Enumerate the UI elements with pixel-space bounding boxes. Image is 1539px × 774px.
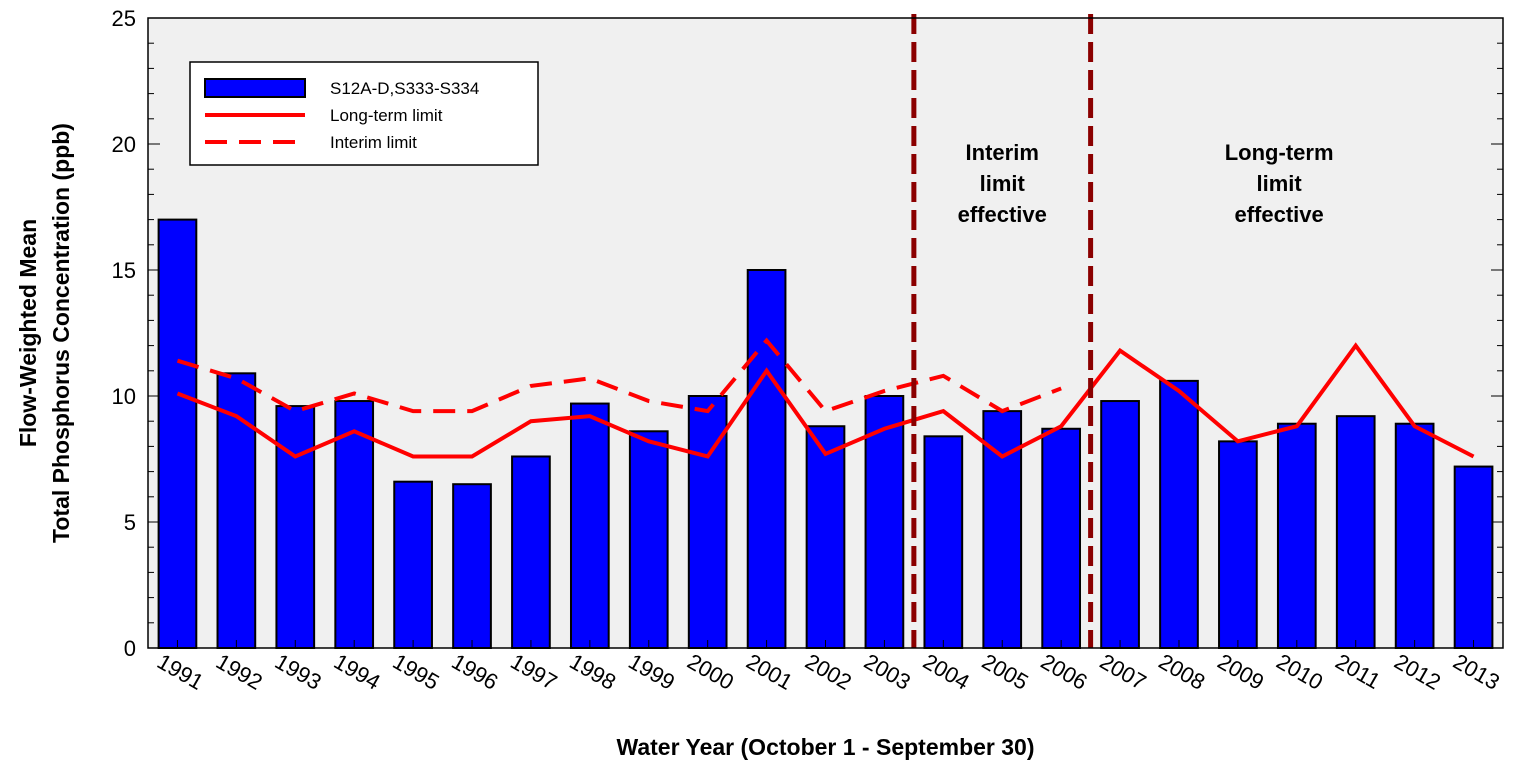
bar bbox=[746, 269, 787, 649]
bar bbox=[569, 402, 610, 649]
x-tick-label: 2010 bbox=[1272, 649, 1327, 695]
y-axis-title: Total Phosphorus Concentration (ppb) bbox=[48, 123, 74, 543]
line bbox=[176, 342, 1475, 459]
bar bbox=[275, 405, 316, 649]
x-tick-label: 2002 bbox=[801, 649, 856, 695]
y-tick-label: 0 bbox=[124, 636, 136, 661]
bar bbox=[628, 430, 669, 649]
bar bbox=[864, 395, 905, 649]
x-tick-label: 1997 bbox=[506, 649, 561, 695]
x-tick-label: 2006 bbox=[1037, 649, 1092, 695]
legend-label: S12A-D,S333-S334 bbox=[330, 79, 479, 98]
annotation: Long-term bbox=[1225, 140, 1334, 165]
annotation: effective bbox=[958, 202, 1047, 227]
bar bbox=[1218, 440, 1258, 649]
x-tick-label: 2001 bbox=[742, 649, 797, 695]
bar bbox=[452, 483, 492, 650]
bar bbox=[334, 400, 375, 650]
x-tick-label: 1994 bbox=[330, 649, 385, 695]
bar bbox=[157, 218, 198, 649]
x-tick-label: 1998 bbox=[565, 649, 620, 695]
y-tick-label: 25 bbox=[112, 6, 136, 31]
bar bbox=[1159, 379, 1199, 649]
x-tick-label: 2007 bbox=[1096, 649, 1151, 695]
x-tick-label: 1996 bbox=[448, 649, 503, 695]
bar bbox=[216, 372, 257, 649]
legend-swatch bbox=[204, 78, 306, 98]
bar bbox=[1335, 415, 1376, 649]
x-tick-label: 2009 bbox=[1213, 649, 1268, 695]
legend-label: Interim limit bbox=[330, 133, 417, 152]
legend-label: Long-term limit bbox=[330, 106, 443, 125]
x-tick-label: 2005 bbox=[978, 649, 1033, 695]
y-tick-label: 15 bbox=[112, 258, 136, 283]
bar bbox=[1041, 427, 1082, 650]
x-tick-label: 2011 bbox=[1331, 649, 1384, 694]
bar bbox=[1453, 465, 1494, 649]
x-tick-label: 1992 bbox=[212, 649, 267, 695]
y-tick-label: 10 bbox=[112, 384, 136, 409]
y-axis-title: Flow-Weighted Mean bbox=[15, 219, 41, 447]
bar bbox=[1276, 422, 1317, 649]
plot-frame bbox=[147, 17, 1504, 649]
annotation: limit bbox=[1257, 171, 1303, 196]
x-axis-title: Water Year (October 1 - September 30) bbox=[617, 734, 1035, 760]
x-tick-label: 2004 bbox=[919, 649, 974, 695]
bar bbox=[923, 435, 964, 649]
x-tick-label: 2008 bbox=[1154, 649, 1209, 695]
annotation: effective bbox=[1234, 202, 1323, 227]
bar bbox=[1100, 400, 1140, 650]
annotation: limit bbox=[980, 171, 1026, 196]
x-tick-label: 1999 bbox=[624, 649, 679, 695]
x-tick-label: 2013 bbox=[1449, 649, 1504, 695]
x-tick-label: 1993 bbox=[271, 649, 326, 695]
bar bbox=[393, 480, 433, 649]
bar bbox=[1394, 422, 1435, 649]
y-tick-label: 20 bbox=[112, 132, 136, 157]
x-tick-label: 2000 bbox=[683, 649, 738, 695]
y-tick-label: 5 bbox=[124, 510, 136, 535]
bar bbox=[805, 425, 846, 649]
x-tick-label: 2012 bbox=[1390, 649, 1445, 695]
x-tick-label: 1991 bbox=[153, 649, 208, 695]
bar bbox=[511, 455, 551, 650]
x-tick-label: 1995 bbox=[389, 649, 444, 695]
annotation: Interim bbox=[966, 140, 1039, 165]
x-tick-label: 2003 bbox=[860, 649, 915, 695]
